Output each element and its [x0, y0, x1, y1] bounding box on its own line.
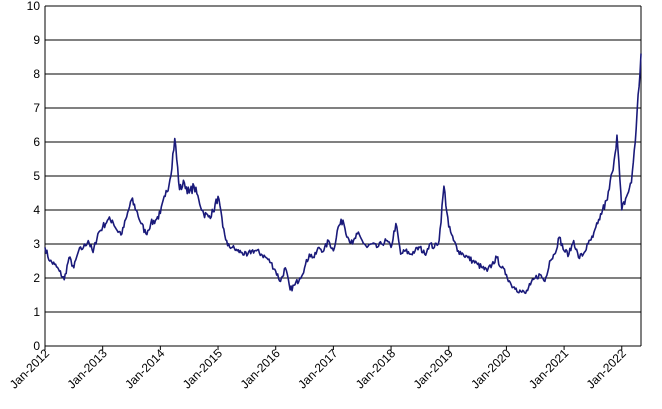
x-tick-label: Jan-2012 [7, 346, 53, 392]
horizontal-gridlines [45, 5, 641, 313]
x-tick-label: Jan-2017 [295, 346, 341, 392]
x-tick-label: Jan-2022 [584, 346, 630, 392]
y-tick-label: 7 [33, 101, 40, 115]
y-tick-label: 10 [27, 0, 41, 13]
y-tick-label: 8 [33, 67, 40, 81]
x-tick-label: Jan-2018 [353, 346, 399, 392]
y-axis-tick-labels: 0 1 2 3 4 5 6 7 8 9 10 [27, 0, 41, 353]
x-tick-label: Jan-2020 [468, 346, 514, 392]
x-axis-ticks [44, 346, 623, 350]
y-tick-label: 5 [33, 169, 40, 183]
series-line [44, 53, 642, 295]
x-tick-label: Jan-2019 [411, 346, 457, 392]
x-axis-tick-labels: Jan-2012 Jan-2013 Jan-2014 Jan-2015 Jan-2016… [7, 346, 629, 392]
y-tick-label: 3 [33, 237, 40, 251]
y-tick-label: 4 [33, 203, 40, 217]
y-tick-label: 1 [33, 305, 40, 319]
x-tick-label: Jan-2015 [180, 346, 226, 392]
y-tick-label: 2 [33, 271, 40, 285]
x-tick-label: Jan-2014 [122, 346, 168, 392]
y-tick-label: 0 [33, 339, 40, 353]
x-tick-label: Jan-2013 [65, 346, 111, 392]
x-tick-label: Jan-2016 [238, 346, 284, 392]
y-tick-label: 6 [33, 135, 40, 149]
y-tick-label: 9 [33, 33, 40, 47]
x-tick-label: Jan-2021 [526, 346, 572, 392]
